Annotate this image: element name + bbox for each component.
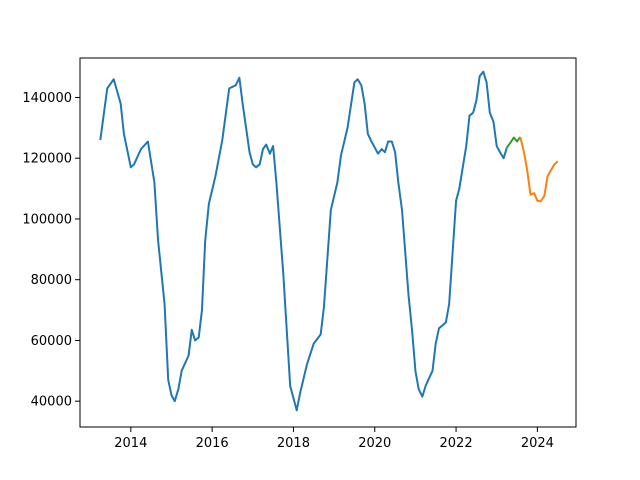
x-tick-label: 2020 <box>358 436 391 451</box>
x-axis: 2014 2016 2018 2020 2022 2024 <box>114 427 554 451</box>
y-tick-label: 120000 <box>22 152 72 167</box>
y-tick-label: 140000 <box>22 91 72 106</box>
series-line-1 <box>506 136 522 149</box>
x-tick-label: 2014 <box>114 436 147 451</box>
plot-lines <box>99 70 559 412</box>
x-tick-label: 2018 <box>277 436 310 451</box>
y-tick-label: 40000 <box>31 395 72 410</box>
series-line-2 <box>519 136 559 203</box>
y-axis: 40000 60000 80000 100000 120000 140000 <box>22 91 80 410</box>
y-tick-label: 100000 <box>22 212 72 227</box>
y-tick-label: 80000 <box>31 273 72 288</box>
x-tick-label: 2022 <box>440 436 473 451</box>
y-tick-label: 60000 <box>31 334 72 349</box>
plot-frame <box>79 57 577 428</box>
x-tick-label: 2016 <box>196 436 229 451</box>
x-tick-label: 2024 <box>521 436 554 451</box>
series-line-0 <box>99 70 508 412</box>
